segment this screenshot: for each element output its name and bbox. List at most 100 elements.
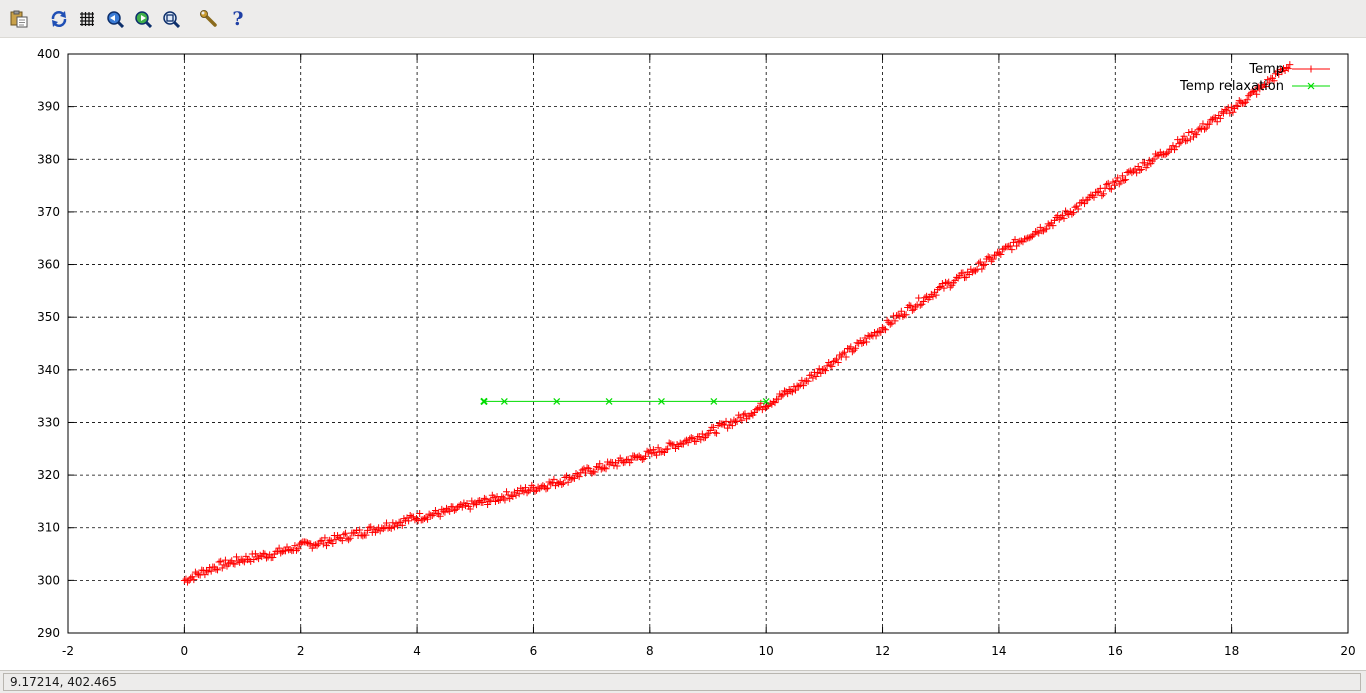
- temp-point: [428, 511, 436, 519]
- unzoom-button[interactable]: [160, 8, 182, 30]
- x-tick-label: 18: [1224, 644, 1239, 658]
- temp-point: [799, 382, 807, 390]
- temp-point: [414, 517, 422, 525]
- temp-point: [894, 311, 902, 319]
- temp-point: [479, 498, 487, 506]
- temp-point: [226, 558, 234, 566]
- temp-point: [570, 474, 578, 482]
- temp-point: [792, 386, 800, 394]
- temp-point: [1196, 124, 1204, 132]
- plot-area[interactable]: -2 0 2 4 6 8 10 12 14 16 18 20 290 300 310 320 330 340 350…: [0, 38, 1366, 670]
- temp-point: [503, 488, 511, 496]
- temp-point: [1172, 143, 1180, 151]
- temp-point: [787, 387, 795, 395]
- temp-point: [648, 450, 656, 458]
- temp-point: [256, 551, 264, 559]
- temp-point: [643, 447, 651, 455]
- temp-point: [1205, 120, 1213, 128]
- x-tick-label: 12: [875, 644, 890, 658]
- temp-point: [1144, 161, 1152, 169]
- temp-point: [747, 410, 755, 418]
- temp-point: [834, 359, 842, 367]
- temp-point: [297, 539, 305, 547]
- temp-point: [1169, 142, 1177, 150]
- temp-point: [212, 565, 220, 573]
- toolbar: ?: [0, 0, 1366, 38]
- temp-point: [1278, 68, 1286, 76]
- temp-point: [1063, 209, 1071, 217]
- temp-point: [929, 293, 937, 301]
- temp-point: [307, 540, 315, 548]
- temp-point: [839, 350, 847, 358]
- legend-marker-temp: [1307, 65, 1315, 73]
- copy-to-clipboard-button[interactable]: [8, 8, 30, 30]
- temp-point: [364, 526, 372, 534]
- temp-point: [316, 537, 324, 545]
- temp-point: [591, 468, 599, 476]
- replot-button[interactable]: [48, 8, 70, 30]
- temp-point: [945, 278, 953, 286]
- temp-point: [1074, 205, 1082, 213]
- temp-point: [302, 538, 310, 546]
- temp-point: [501, 496, 509, 504]
- temp-point: [842, 353, 850, 361]
- temp-point: [1253, 90, 1261, 98]
- temp-point: [291, 542, 299, 550]
- temp-point: [763, 403, 771, 411]
- temp-point: [820, 365, 828, 373]
- temp-point: [1265, 79, 1273, 87]
- temp-point: [383, 519, 391, 527]
- temp-point: [809, 374, 817, 382]
- temp-point: [709, 423, 717, 431]
- temp-point: [826, 361, 834, 369]
- temp-point: [1068, 210, 1076, 218]
- temp-point: [1262, 82, 1270, 90]
- help-button[interactable]: ?: [227, 8, 249, 30]
- temp-point: [214, 566, 222, 574]
- temp-point: [852, 344, 860, 352]
- temp-point: [728, 422, 736, 430]
- zoom-next-button[interactable]: [132, 8, 154, 30]
- y-tick-label: 380: [37, 152, 60, 166]
- y-tick-label: 290: [37, 626, 60, 640]
- temp-point: [1243, 96, 1251, 104]
- temp-point: [995, 249, 1003, 257]
- temp-point: [687, 434, 695, 442]
- temp-point: [1185, 128, 1193, 136]
- temp-point: [1208, 115, 1216, 123]
- temp-point: [681, 437, 689, 445]
- temp-point: [1090, 193, 1098, 201]
- temp-point: [946, 283, 954, 291]
- temp-point: [1153, 152, 1161, 160]
- temp-point: [220, 561, 228, 569]
- x-tick-label: 16: [1108, 644, 1123, 658]
- temp-point: [831, 357, 839, 365]
- toggle-grid-button[interactable]: [76, 8, 98, 30]
- temp-point: [1022, 235, 1030, 243]
- temp-point: [1060, 214, 1068, 222]
- temp-point: [880, 325, 888, 333]
- temp-point: [531, 487, 539, 495]
- temp-point: [202, 566, 210, 574]
- y-tick-label: 390: [37, 100, 60, 114]
- temp-point: [559, 479, 567, 487]
- zoom-previous-button[interactable]: [104, 8, 126, 30]
- x-tick-label: 10: [759, 644, 774, 658]
- temp-point: [390, 523, 398, 531]
- temp-point: [231, 560, 239, 568]
- temp-point: [919, 297, 927, 305]
- configure-button[interactable]: [198, 8, 220, 30]
- y-tick-label: 370: [37, 205, 60, 219]
- temp-point: [613, 462, 621, 470]
- temp-point: [321, 534, 329, 542]
- temp-point: [575, 473, 583, 481]
- temp-point: [986, 254, 994, 262]
- x-tick-label: 14: [991, 644, 1006, 658]
- temp-point: [635, 452, 643, 460]
- temp-point: [1099, 190, 1107, 198]
- temp-point: [228, 557, 236, 565]
- y-tick-label: 350: [37, 310, 60, 324]
- temp-point: [657, 448, 665, 456]
- temp-point: [1118, 172, 1126, 180]
- temp-point: [512, 491, 520, 499]
